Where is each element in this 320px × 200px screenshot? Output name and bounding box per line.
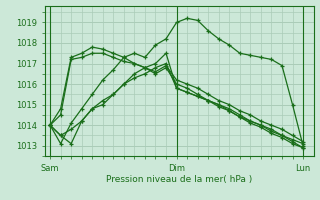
X-axis label: Pression niveau de la mer( hPa ): Pression niveau de la mer( hPa ) <box>106 175 252 184</box>
